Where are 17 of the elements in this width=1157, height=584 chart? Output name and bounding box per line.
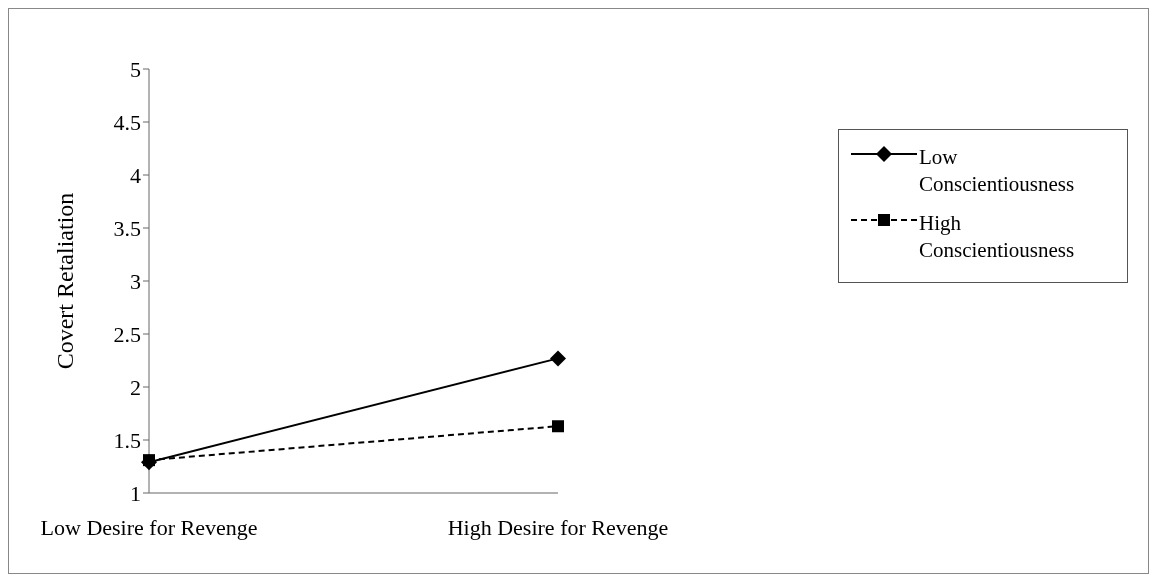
y-tick-label: 3	[130, 268, 141, 294]
point	[552, 420, 564, 433]
y-tick-label: 2	[130, 374, 141, 400]
point	[143, 454, 155, 467]
y-tick-label: 5	[130, 56, 141, 82]
x-tick-label: Low Desire for Revenge	[40, 514, 258, 540]
y-tick-label: 3.5	[113, 215, 141, 241]
y-tick-label: 1.5	[113, 427, 141, 453]
y-tick-label: 2.5	[113, 321, 141, 347]
y-axis-title: Covert Retaliation	[51, 192, 78, 370]
legend-label: Low Conscientiousness	[919, 144, 1076, 198]
y-tick-label: 4.5	[113, 109, 141, 135]
x-tick-label: High Desire for Revenge	[447, 514, 669, 540]
y-tick-label: 1	[130, 480, 141, 506]
point	[550, 350, 566, 367]
legend-label: High Conscientiousness	[919, 210, 1076, 264]
y-tick-label: 4	[130, 162, 141, 188]
